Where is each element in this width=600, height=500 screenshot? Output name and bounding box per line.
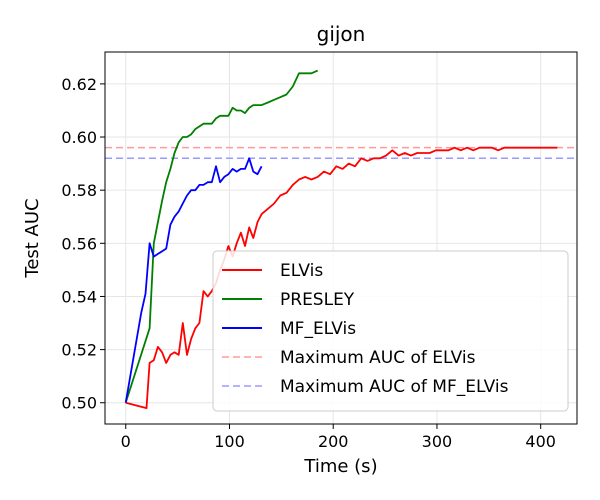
chart-title: gijon <box>317 22 366 46</box>
x-axis-ticks: 0 100 200 300 400 <box>121 424 556 451</box>
legend-label-mf-elvis: MF_ELVis <box>280 319 356 339</box>
x-tick-label: 300 <box>422 432 453 451</box>
legend-label-elvis: ELVis <box>280 261 323 281</box>
presley-line <box>124 69 319 403</box>
legend: ELVis PRESLEY MF_ELVis Maximum AUC of ELVis… <box>212 250 569 412</box>
reference-lines <box>105 146 577 160</box>
series-lines <box>124 69 558 410</box>
plot-frame <box>104 51 578 425</box>
y-tick-label: 0.62 <box>61 75 97 94</box>
x-tick-label: 0 <box>121 432 131 451</box>
y-tick-label: 0.60 <box>61 128 97 147</box>
y-tick-label: 0.50 <box>61 394 97 413</box>
y-tick-label: 0.52 <box>61 341 97 360</box>
mf-elvis-line <box>124 157 263 403</box>
y-tick-label: 0.58 <box>61 181 97 200</box>
y-axis-ticks: 0.50 0.52 0.54 0.56 0.58 0.60 0.62 <box>61 75 105 413</box>
y-axis-label: Test AUC <box>22 198 43 278</box>
x-axis-label: Time (s) <box>303 456 377 477</box>
x-tick-label: 200 <box>318 432 349 451</box>
legend-label-maximum-auc-of-elvis: Maximum AUC of ELVis <box>280 348 476 368</box>
x-tick-label: 400 <box>525 432 556 451</box>
legend-box <box>212 250 569 412</box>
x-tick-label: 100 <box>214 432 245 451</box>
y-tick-label: 0.54 <box>61 287 97 306</box>
grid <box>105 52 577 424</box>
legend-label-presley: PRESLEY <box>280 290 355 310</box>
legend-label-maximum-auc-of-mf-elvis: Maximum AUC of MF_ELVis <box>280 377 509 397</box>
elvis-line <box>125 146 558 410</box>
y-tick-label: 0.56 <box>61 234 97 253</box>
